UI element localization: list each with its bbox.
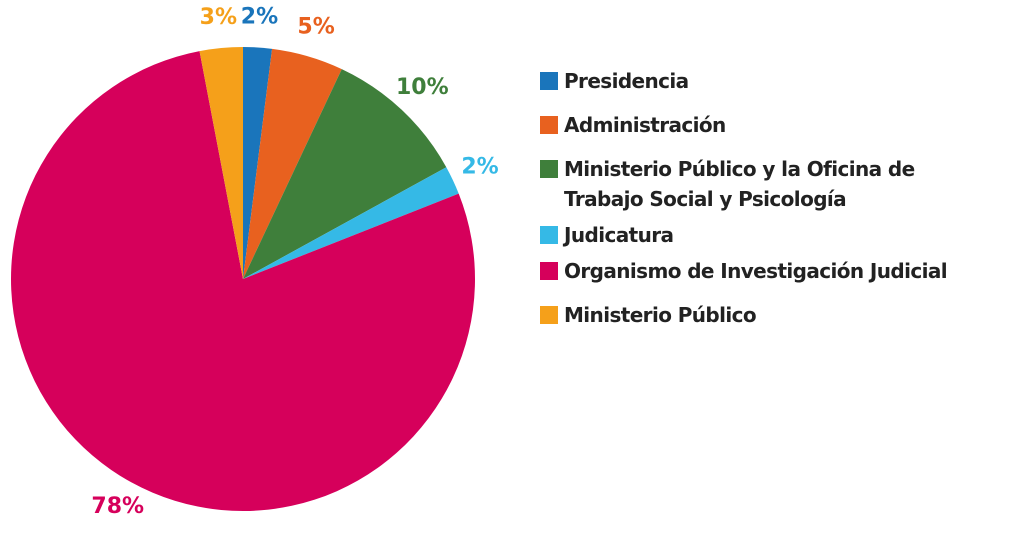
- legend-item: Organismo de Investigación Judicial: [540, 256, 1005, 286]
- pie-slice: [243, 47, 273, 279]
- pie-slice: [243, 167, 459, 279]
- pie-slice: [199, 47, 243, 279]
- pie-slice: [243, 69, 447, 279]
- legend-item: Judicatura: [540, 220, 1005, 250]
- slice-label: 3%: [200, 5, 237, 30]
- legend: Presidencia Administración Ministerio Públ…: [540, 66, 1005, 344]
- legend-swatch: [540, 72, 558, 90]
- legend-swatch: [540, 116, 558, 134]
- legend-item: Presidencia: [540, 66, 1005, 96]
- pie-slice: [11, 51, 475, 511]
- legend-label: Organismo de Investigación Judicial: [564, 259, 948, 283]
- pie-area: 2% 5% 10% 2% 78% 3%: [11, 5, 499, 519]
- legend-swatch: [540, 226, 558, 244]
- legend-label: Judicatura: [564, 223, 674, 247]
- legend-swatch: [540, 306, 558, 324]
- legend-label: Presidencia: [564, 69, 689, 93]
- legend-item: Ministerio Público y la Oficina de Traba…: [540, 154, 1005, 214]
- slice-label: 10%: [396, 75, 449, 100]
- slice-label: 5%: [297, 14, 334, 39]
- legend-item: Ministerio Público: [540, 300, 1005, 330]
- legend-item: Administración: [540, 110, 1005, 140]
- slice-label: 78%: [91, 494, 144, 519]
- legend-label: Ministerio Público y la Oficina de Traba…: [564, 157, 915, 211]
- legend-swatch: [540, 160, 558, 178]
- legend-label: Ministerio Público: [564, 303, 757, 327]
- legend-swatch: [540, 262, 558, 280]
- legend-label: Administración: [564, 113, 726, 137]
- slice-label: 2%: [461, 154, 498, 179]
- pie-slice: [243, 48, 342, 279]
- slice-label: 2%: [241, 5, 278, 30]
